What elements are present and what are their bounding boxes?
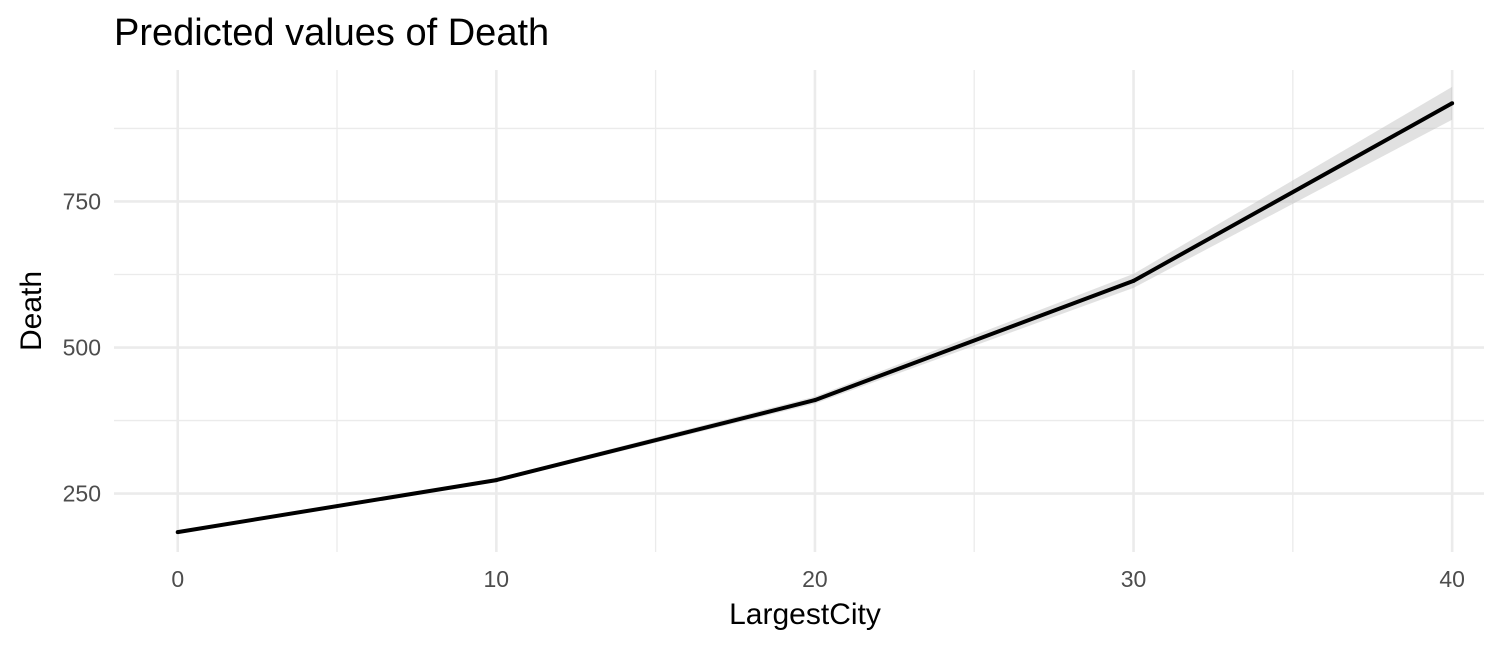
y-tick-label: 750 bbox=[63, 188, 101, 214]
x-axis-title: LargestCity bbox=[729, 598, 881, 631]
y-tick-label: 250 bbox=[63, 481, 101, 507]
y-tick-label: 500 bbox=[63, 335, 101, 361]
data-point bbox=[494, 478, 499, 483]
data-point bbox=[175, 530, 180, 535]
y-axis-title: Death bbox=[15, 271, 48, 351]
x-tick-label: 10 bbox=[484, 566, 510, 592]
x-axis-ticks: 0 10 20 30 40 bbox=[171, 566, 1465, 592]
major-gridlines bbox=[114, 70, 1484, 552]
x-tick-label: 0 bbox=[171, 566, 184, 592]
x-tick-label: 30 bbox=[1121, 566, 1147, 592]
chart-title: Predicted values of Death bbox=[114, 12, 549, 54]
data-point bbox=[1131, 278, 1136, 283]
x-tick-label: 40 bbox=[1439, 566, 1465, 592]
data-point bbox=[1450, 101, 1455, 106]
minor-gridlines bbox=[114, 70, 1484, 552]
series-layer bbox=[175, 86, 1455, 535]
y-axis-ticks: 250 500 750 bbox=[63, 188, 101, 506]
x-tick-label: 20 bbox=[802, 566, 828, 592]
data-point bbox=[812, 398, 817, 403]
